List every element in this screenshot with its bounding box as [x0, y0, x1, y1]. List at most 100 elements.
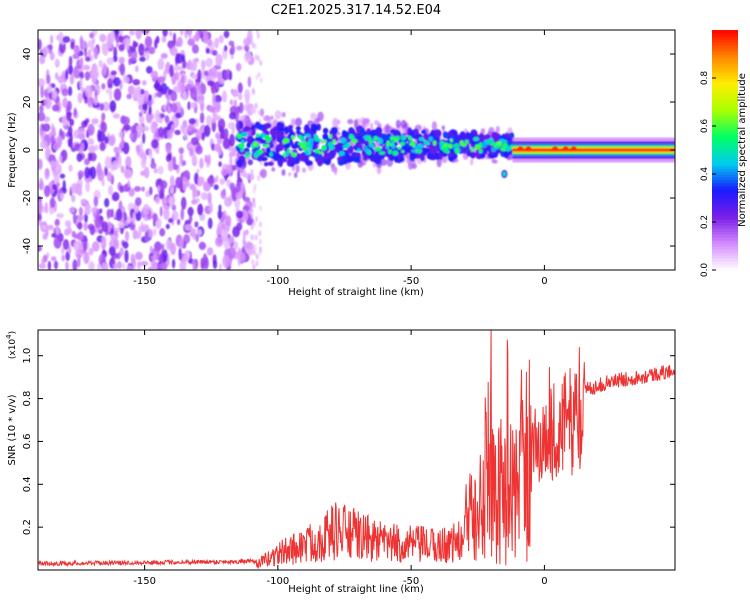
heatmap-cell	[100, 121, 107, 133]
heatmap-cell	[172, 32, 177, 45]
heatmap-cell	[172, 164, 179, 170]
heatmap-cell	[250, 38, 254, 45]
heatmap-cell	[203, 124, 211, 137]
heatmap-cell	[251, 258, 255, 265]
colorbar-cell	[712, 153, 738, 157]
heatmap-cell	[212, 260, 218, 269]
heatmap-cell	[251, 129, 256, 136]
heatmap-cell	[212, 93, 216, 106]
heatmap-cell	[150, 70, 159, 79]
colorbar-cell	[712, 207, 738, 211]
heatmap-cell	[203, 181, 211, 192]
heatmap-cell	[205, 73, 210, 83]
heatmap-cell	[68, 56, 73, 66]
heatmap-cell	[155, 35, 160, 44]
heatmap-cell	[229, 235, 235, 244]
colorbar-cell	[712, 72, 738, 76]
heatmap-cell	[180, 196, 187, 210]
heatmap-cell	[141, 30, 150, 35]
heatmap-cell	[229, 156, 233, 166]
heatmap-cell	[158, 188, 164, 200]
heatmap-cell	[234, 109, 240, 122]
heatmap-cell	[374, 146, 382, 152]
heatmap-cell	[114, 239, 120, 250]
heatmap-cell	[247, 30, 253, 39]
heatmap-cell	[112, 263, 120, 269]
heatmap-cell	[239, 121, 244, 130]
heatmap-cell	[241, 131, 248, 137]
heatmap-cell	[270, 115, 274, 120]
heatmap-cell	[258, 238, 262, 245]
heatmap-cell	[179, 153, 184, 163]
heatmap-cell	[224, 196, 232, 207]
heatmap-cell	[251, 243, 255, 250]
heatmap-cell	[191, 74, 199, 80]
heatmap-cell	[185, 83, 192, 92]
heatmap-cell	[495, 141, 502, 145]
colorbar-cell	[712, 156, 738, 160]
heatmap-cell	[136, 124, 144, 134]
colorbar-cell	[712, 114, 738, 118]
colorbar-cell	[712, 96, 738, 100]
colorbar-cell	[712, 141, 738, 145]
heatmap-cell	[124, 168, 131, 178]
heatmap-cell	[388, 154, 394, 161]
heatmap-cell	[101, 112, 106, 122]
colorbar-cell	[712, 147, 738, 151]
heatmap-cell	[80, 142, 85, 152]
heatmap-cell	[83, 251, 90, 265]
heatmap-cell	[53, 174, 60, 184]
heatmap-cell	[87, 152, 93, 162]
heatmap-cell	[209, 106, 216, 113]
heatmap-cell	[255, 133, 260, 138]
heatmap-cell	[118, 44, 125, 51]
colorbar-cell	[712, 216, 738, 220]
heatmap-cell	[170, 102, 178, 113]
heatmap-cell	[238, 144, 245, 148]
heatmap-cell	[223, 30, 230, 39]
heatmap-cell	[391, 144, 395, 150]
heatmap-cell	[160, 82, 168, 95]
colorbar-cell	[712, 39, 738, 43]
colorbar-gradient	[712, 30, 738, 271]
heatmap-cell	[273, 152, 281, 160]
heatmap-cell	[217, 71, 223, 81]
heatmap-cell	[190, 137, 199, 146]
heatmap-cell	[179, 238, 184, 249]
heatmap-cell	[104, 136, 109, 144]
heatmap-cell	[485, 146, 491, 152]
heatmap-cell	[41, 224, 48, 231]
heatmap-cell	[73, 241, 80, 252]
heatmap-cell	[570, 146, 577, 152]
heatmap-cell	[253, 244, 257, 251]
heatmap-cell	[416, 154, 425, 159]
colorbar-cell	[712, 174, 738, 178]
spectrogram-y-label: Frequency (Hz)	[7, 112, 18, 188]
heatmap-cell	[54, 58, 60, 68]
heatmap-cell	[428, 136, 434, 142]
heatmap-cell	[120, 136, 125, 149]
heatmap-cell	[190, 102, 197, 109]
heatmap-cell	[104, 165, 108, 177]
heatmap-cell	[235, 191, 243, 200]
heatmap-cell	[245, 151, 252, 156]
heatmap-cell	[263, 162, 269, 167]
heatmap-cell	[49, 196, 56, 209]
heatmap-cell	[215, 175, 219, 182]
colorbar-ticks: 0.0 0.2 0.4 0.6 0.8	[700, 71, 716, 277]
heatmap-cell	[106, 38, 113, 49]
heatmap-cell	[254, 234, 258, 241]
heatmap-cell	[202, 33, 209, 44]
heatmap-cell	[46, 74, 51, 85]
heatmap-cell	[140, 140, 143, 154]
heatmap-cell	[332, 139, 336, 144]
heatmap-cell	[174, 63, 179, 72]
colorbar-cell	[712, 90, 738, 94]
heatmap-cell	[310, 112, 317, 120]
heatmap-cell	[152, 213, 158, 222]
colorbar-cell	[712, 81, 738, 85]
heatmap-cell	[178, 247, 182, 261]
heatmap-cell	[98, 130, 106, 143]
heatmap-cell	[431, 136, 439, 143]
colorbar-cell	[712, 87, 738, 91]
